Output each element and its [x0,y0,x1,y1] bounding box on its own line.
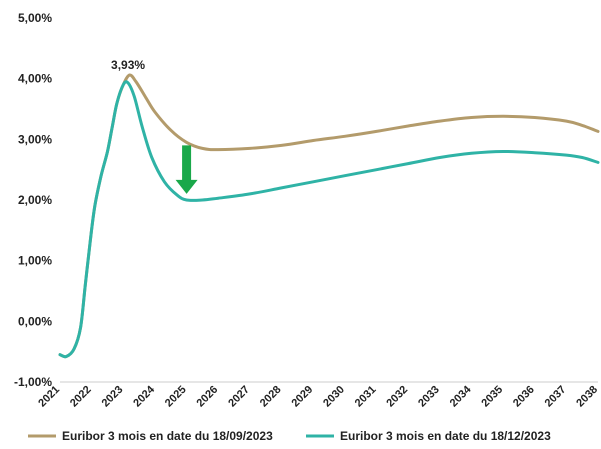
peak-annotation: 3,93% [111,58,145,72]
down-arrow-icon [175,145,198,194]
y-tick-label: -1,00% [14,375,52,389]
x-tick-label: 2030 [321,384,347,410]
x-tick-label: 2023 [100,384,126,410]
x-tick-label: 2033 [416,384,442,410]
legend-label-1: Euribor 3 mois en date du 18/09/2023 [62,429,273,443]
x-tick-label: 2032 [384,384,410,410]
y-tick-label: 2,00% [18,193,52,207]
x-tick-label: 2034 [448,383,474,409]
legend: Euribor 3 mois en date du 18/09/2023 Euri… [28,429,551,443]
y-tick-label: 4,00% [18,72,52,86]
x-axis-labels: 2021 2022 2023 2024 2025 2026 2027 2028 2029 2030… [36,383,600,409]
x-tick-label: 2036 [511,384,537,410]
x-tick-label: 2038 [574,384,600,410]
annotation-layer: 3,93% [111,58,145,72]
legend-label-2: Euribor 3 mois en date du 18/12/2023 [340,429,551,443]
y-tick-label: 1,00% [18,254,52,268]
x-tick-label: 2025 [163,384,189,410]
x-tick-label: 2031 [353,384,379,410]
x-tick-label: 2028 [258,384,284,410]
x-tick-label: 2029 [289,384,315,410]
x-tick-label: 2035 [479,384,505,410]
x-tick-label: 2026 [195,384,221,410]
y-axis-labels: 5,00% 4,00% 3,00% 2,00% 1,00% 0,00% -1,00% [14,11,52,389]
series-layer [58,73,600,359]
y-tick-label: 0,00% [18,314,52,328]
x-tick-label: 2037 [543,384,569,410]
y-tick-label: 5,00% [18,11,52,25]
x-tick-label: 2022 [68,384,94,410]
y-tick-label: 3,00% [18,132,52,146]
series-line-2 [58,80,600,359]
arrow-shape [175,145,198,194]
x-tick-label: 2024 [131,383,157,409]
x-tick-label: 2027 [226,384,252,410]
